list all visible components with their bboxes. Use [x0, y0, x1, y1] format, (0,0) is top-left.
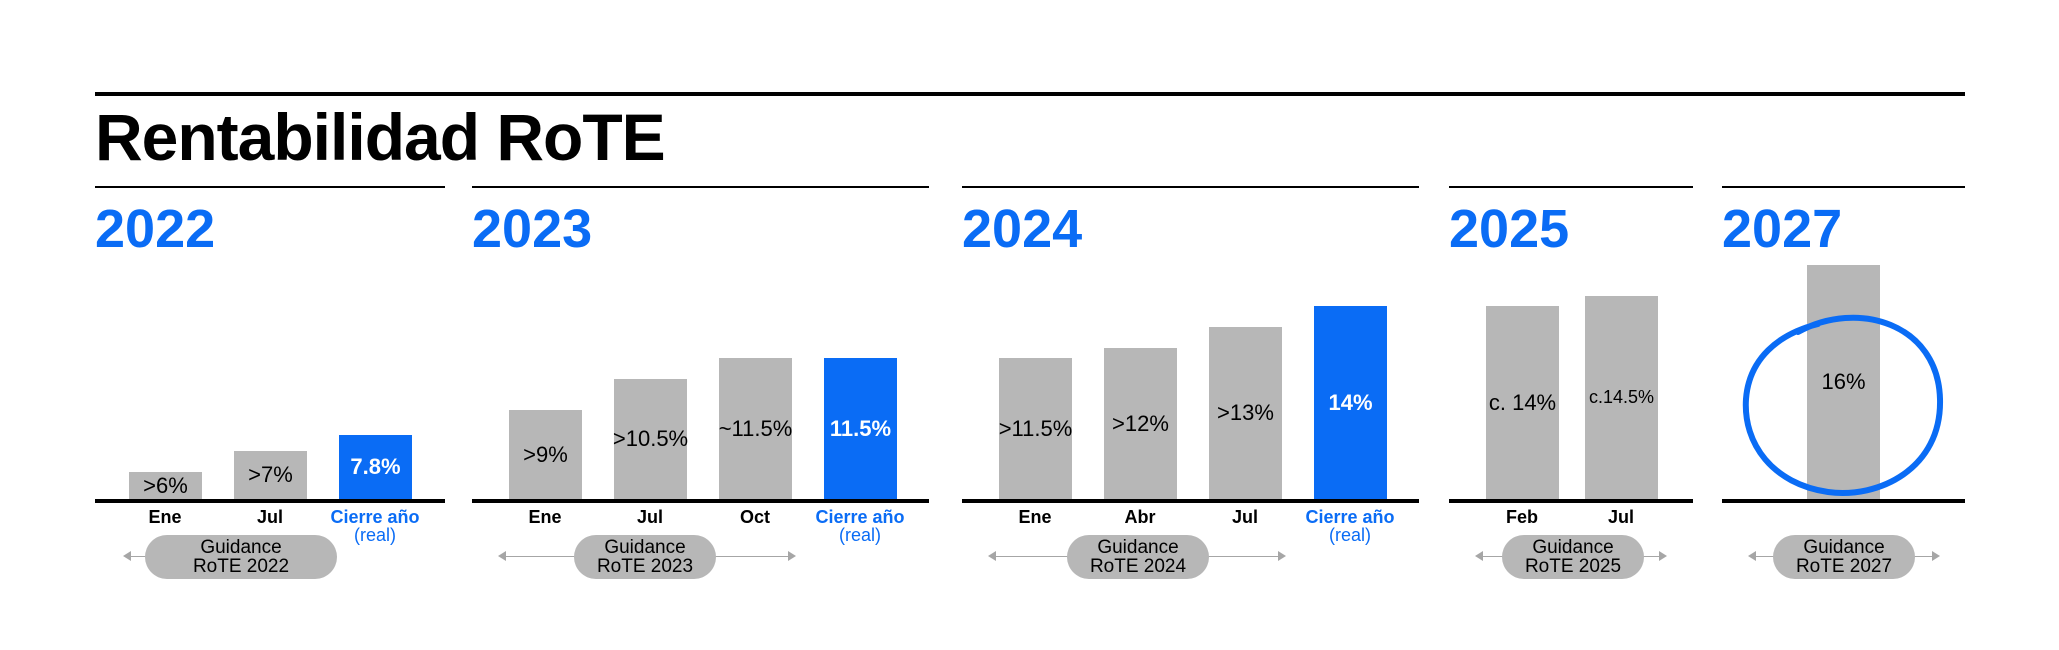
panel-2027: 2027 16% Guidance RoTE 2027: [1722, 186, 1965, 586]
year-label: 2024: [962, 199, 1083, 259]
x-tick-label: Jul: [1175, 508, 1315, 526]
x-tick-text: Ene: [528, 507, 562, 527]
bar-value-label: >13%: [1217, 400, 1274, 425]
bar: >12%: [1104, 348, 1177, 499]
x-tick-text: Cierre año: [815, 507, 905, 527]
x-tick-label: Cierre año (real): [1280, 508, 1420, 544]
bar: 16%: [1807, 265, 1880, 499]
x-tick-subtext: (real): [1328, 525, 1371, 545]
x-tick-text: Feb: [1505, 507, 1538, 527]
x-tick-label: Ene: [95, 508, 235, 526]
highlight-circle: [1742, 314, 1944, 496]
bar-value-label: ~11.5%: [718, 415, 793, 441]
bar: >10.5%: [612, 379, 689, 499]
bar: ~11.5%: [719, 358, 792, 499]
x-tick-label: Jul: [580, 508, 720, 526]
x-tick-label: Oct: [685, 508, 825, 526]
panel-rule: [1449, 186, 1693, 188]
bar-value-label: c. 14%: [1488, 389, 1557, 415]
bar: >6%: [129, 472, 202, 499]
bar-value-label: 16%: [1821, 369, 1866, 394]
panel-rule: [95, 186, 445, 188]
panel-rule: [1722, 186, 1965, 188]
x-tick-text: Jul: [1231, 507, 1258, 527]
baseline: [1722, 499, 1965, 503]
x-tick-text: Jul: [636, 507, 663, 527]
x-tick-text: Abr: [1124, 507, 1156, 527]
x-tick-text: Cierre año: [1305, 507, 1395, 527]
x-tick-label: Ene: [475, 508, 615, 526]
x-tick-text: Ene: [148, 507, 182, 527]
bar: >9%: [509, 410, 582, 499]
x-tick-label: Feb: [1452, 508, 1592, 526]
bar-value-label: 14%: [1328, 389, 1373, 415]
top-rule: [95, 92, 1965, 96]
bar-value-label: >6%: [143, 472, 188, 498]
x-tick-label: Abr: [1070, 508, 1210, 526]
x-tick-text: Jul: [1607, 507, 1634, 527]
x-tick-label: Cierre año (real): [790, 508, 930, 544]
panel-rule: [962, 186, 1419, 188]
panel-2025: 2025 c. 14% Feb c.14.5% Jul Guidance RoTE 2025: [1449, 186, 1693, 586]
bar: >11.5%: [999, 358, 1072, 499]
page-title: Rentabilidad RoTE: [95, 100, 666, 174]
bar-value-label: >7%: [248, 462, 293, 487]
x-tick-label: Cierre año (real): [305, 508, 445, 544]
baseline: [472, 499, 929, 503]
year-label: 2027: [1722, 199, 1843, 259]
bar-value-label: 11.5%: [829, 415, 892, 441]
bar: 14%: [1314, 306, 1387, 499]
bar-value-label: >12%: [1112, 410, 1169, 436]
x-tick-text: Jul: [256, 507, 283, 527]
bar-value-label: >11.5%: [998, 415, 1073, 441]
bar: >13%: [1209, 327, 1282, 499]
year-label: 2023: [472, 199, 593, 259]
panel-2024: 2024 >11.5% Ene >12% Abr >13% Jul 14% Cierre año…: [962, 186, 1419, 586]
x-tick-subtext: (real): [838, 525, 881, 545]
guidance-pill: Guidance RoTE 2024: [1067, 535, 1209, 579]
year-label: 2022: [95, 199, 216, 259]
bar: c.14.5%: [1585, 296, 1658, 499]
baseline: [962, 499, 1419, 503]
panel-2022: 2022 >6% Ene >7% Jul 7.8% Cierre año (real) Guid…: [95, 186, 445, 586]
bar-value-label: >10.5%: [612, 426, 689, 451]
guidance-pill: Guidance RoTE 2027: [1773, 535, 1915, 579]
guidance-pill: Guidance RoTE 2023: [574, 535, 716, 579]
x-tick-text: Ene: [1018, 507, 1052, 527]
bar: c. 14%: [1486, 306, 1559, 499]
panel-2023: 2023 >9% Ene >10.5% Jul ~11.5% Oct 11.5% Cierre …: [472, 186, 929, 586]
bar-value-label: c.14.5%: [1588, 387, 1655, 407]
x-tick-text: Cierre año: [330, 507, 420, 527]
x-tick-subtext: (real): [353, 525, 396, 545]
baseline: [1449, 499, 1693, 503]
panel-rule: [472, 186, 929, 188]
x-tick-label: Jul: [1551, 508, 1691, 526]
x-tick-text: Oct: [739, 507, 770, 527]
x-tick-label: Ene: [965, 508, 1105, 526]
bar: >7%: [234, 451, 307, 499]
baseline: [95, 499, 445, 503]
bar: 11.5%: [824, 358, 897, 499]
x-tick-label: Jul: [200, 508, 340, 526]
guidance-pill: Guidance RoTE 2022: [145, 535, 337, 579]
bar-value-label: >9%: [523, 441, 568, 467]
bar-value-label: 7.8%: [350, 454, 401, 479]
year-label: 2025: [1449, 199, 1570, 259]
bar: 7.8%: [339, 435, 412, 499]
guidance-pill: Guidance RoTE 2025: [1502, 535, 1644, 579]
